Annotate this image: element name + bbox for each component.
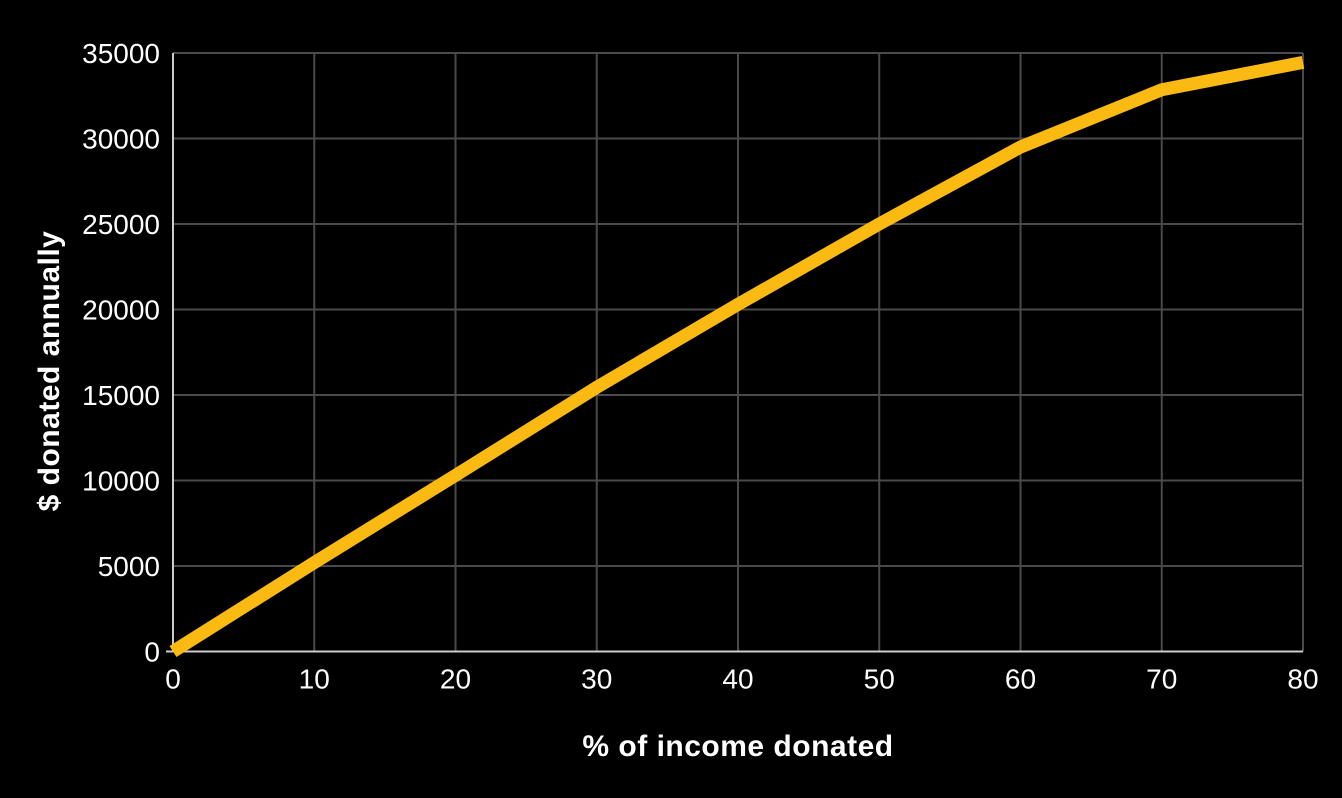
x-tick-label: 40 [722,664,753,695]
x-tick-label: 80 [1287,664,1318,695]
x-tick-label: 50 [864,664,895,695]
y-axis-title: $ donated annually [33,230,66,512]
y-tick-label: 30000 [82,124,160,155]
x-tick-label: 10 [299,664,330,695]
x-axis-title: % of income donated [582,730,894,763]
x-tick-label: 0 [165,664,181,695]
y-tick-label: 10000 [82,466,160,497]
y-tick-label: 35000 [82,38,160,69]
x-tick-label: 30 [581,664,612,695]
y-tick-label: 0 [144,637,160,668]
y-tick-label: 15000 [82,380,160,411]
y-tick-label: 5000 [98,551,160,582]
x-tick-label: 20 [440,664,471,695]
donation-series-line [169,56,1305,658]
y-tick-label: 25000 [82,209,160,240]
y-tick-label: 20000 [82,295,160,326]
x-tick-label: 60 [1005,664,1036,695]
x-tick-label: 70 [1146,664,1177,695]
